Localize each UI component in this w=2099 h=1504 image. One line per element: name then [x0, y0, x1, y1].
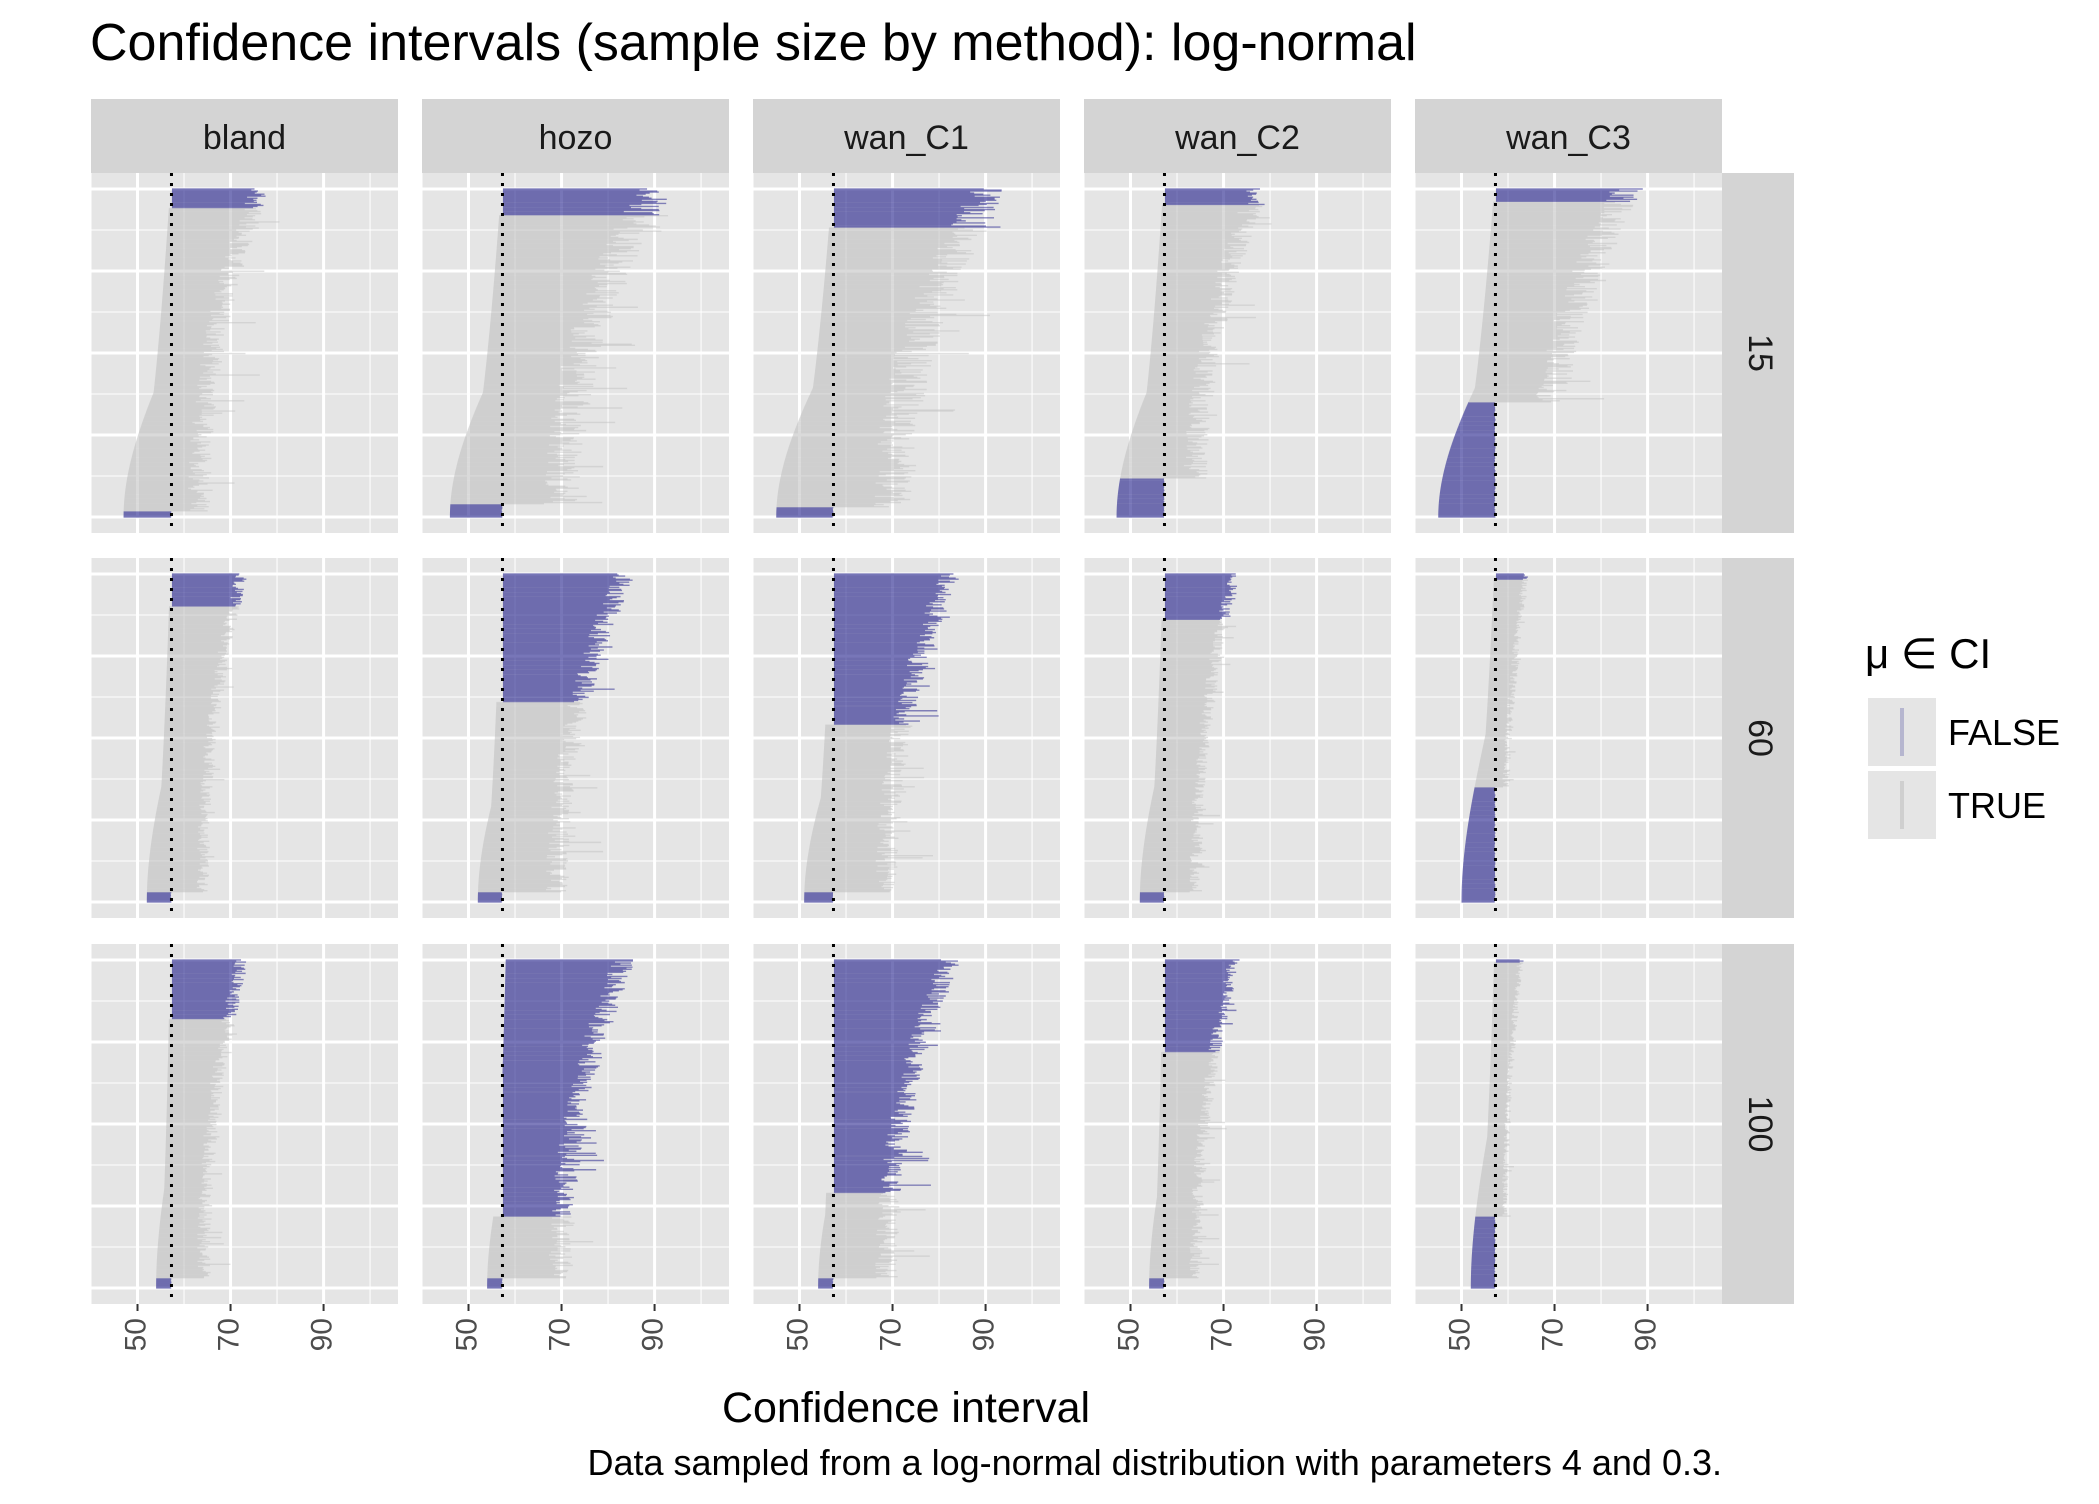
panel-hozo-100: [422, 944, 729, 1304]
panel-wan_C3-15: [1415, 173, 1722, 533]
panel-bland-60: [91, 558, 398, 918]
panel-wan_C2-60: [1084, 558, 1391, 918]
panel-wan_C1-100: [753, 944, 1060, 1304]
panels-layer: [91, 173, 1722, 1304]
panel-wan_C1-15: [753, 173, 1060, 533]
panel-wan_C2-100: [1084, 944, 1391, 1304]
panel-wan_C2-15: [1084, 173, 1391, 533]
panel-wan_C3-100: [1415, 944, 1722, 1304]
panel-bland-15: [91, 173, 398, 533]
chart-title: Confidence intervals (sample size by met…: [90, 14, 1417, 72]
panel-hozo-60: [422, 558, 729, 918]
panel-wan_C3-60: [1415, 558, 1722, 918]
panel-bland-100: [91, 944, 398, 1304]
panel-wan_C1-60: [753, 558, 1060, 918]
panel-hozo-15: [422, 173, 729, 533]
